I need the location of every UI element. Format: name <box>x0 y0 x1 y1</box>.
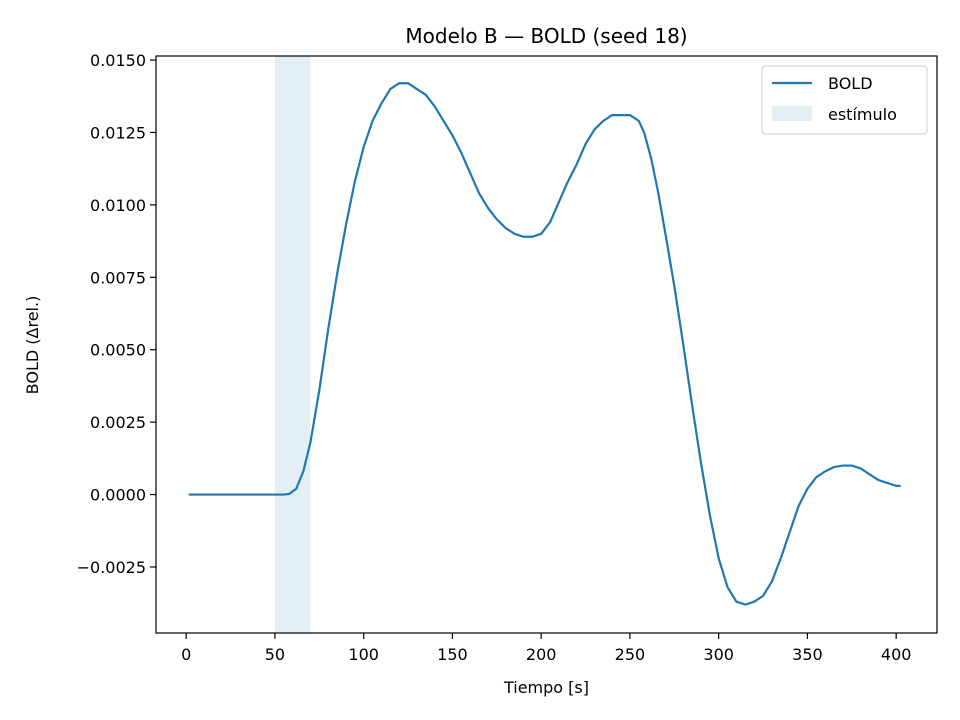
x-axis-label: Tiempo [s] <box>503 678 589 697</box>
x-tick-label: 0 <box>181 645 191 664</box>
x-tick-label: 150 <box>437 645 468 664</box>
x-tick-label: 50 <box>265 645 285 664</box>
y-tick-label: 0.0025 <box>90 413 146 432</box>
y-tick-label: 0.0150 <box>90 51 146 70</box>
legend-label-bold: BOLD <box>828 74 873 93</box>
x-tick-label: 200 <box>526 645 557 664</box>
y-tick-label: 0.0125 <box>90 123 146 142</box>
x-tick-label: 250 <box>615 645 646 664</box>
legend-label-stimulus: estímulo <box>828 105 897 124</box>
y-axis-label: BOLD (Δrel.) <box>23 296 42 395</box>
y-tick-label: 0.0100 <box>90 196 146 215</box>
y-tick-label: 0.0050 <box>90 341 146 360</box>
y-tick-label: 0.0075 <box>90 268 146 287</box>
chart-title: Modelo B — BOLD (seed 18) <box>405 24 687 48</box>
series-line-bold <box>188 82 901 606</box>
legend-swatch-stimulus <box>772 106 812 121</box>
legend: BOLD estímulo <box>761 65 928 135</box>
x-tick-label: 100 <box>348 645 379 664</box>
y-tick-label: −0.0025 <box>77 558 146 577</box>
y-tick-label: 0.0000 <box>90 486 146 505</box>
x-tick-label: 400 <box>881 645 912 664</box>
plot-frame <box>155 55 938 634</box>
stimulus-band <box>274 56 311 633</box>
x-tick-label: 350 <box>792 645 823 664</box>
x-tick-label: 300 <box>703 645 734 664</box>
